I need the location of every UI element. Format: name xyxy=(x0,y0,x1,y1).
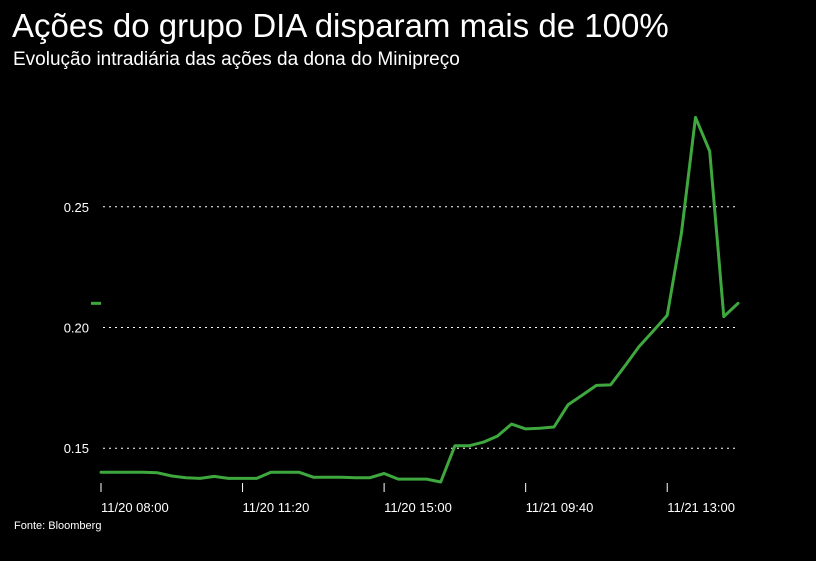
data-point xyxy=(255,477,258,480)
y-axis-ticks: 0.15 0.20 0.25 xyxy=(64,200,89,456)
data-point xyxy=(241,477,244,480)
data-point xyxy=(680,232,683,235)
data-point xyxy=(623,364,626,368)
y-tick-label: 0.15 xyxy=(64,441,89,456)
data-point xyxy=(113,471,117,474)
data-point xyxy=(524,427,527,431)
data-point xyxy=(736,302,740,305)
data-point xyxy=(142,471,145,474)
data-point xyxy=(439,480,442,484)
data-point xyxy=(510,422,513,426)
data-point xyxy=(382,472,386,475)
data-point xyxy=(128,471,131,474)
data-point xyxy=(227,477,230,480)
data-point xyxy=(482,440,485,444)
data-point xyxy=(453,444,457,447)
data-point xyxy=(326,475,329,479)
data-point xyxy=(312,475,315,479)
x-tick-label: 11/21 13:00 xyxy=(667,500,735,515)
y-tick-label: 0.25 xyxy=(64,200,89,215)
data-point xyxy=(198,477,202,480)
data-point xyxy=(283,471,287,474)
data-point xyxy=(368,476,372,479)
series-line xyxy=(99,115,740,484)
x-tick-label: 11/21 09:40 xyxy=(526,500,594,515)
data-point xyxy=(496,434,499,438)
data-point xyxy=(552,425,556,429)
x-tick-label: 11/20 08:00 xyxy=(101,500,169,515)
series-layer xyxy=(99,115,740,484)
data-point xyxy=(425,477,428,481)
data-point xyxy=(340,475,343,479)
data-point xyxy=(156,471,159,475)
data-point xyxy=(722,315,726,318)
x-tick-label: 11/20 11:20 xyxy=(243,500,310,515)
data-point xyxy=(609,383,612,387)
data-point xyxy=(467,444,471,447)
data-point xyxy=(666,314,669,317)
data-point xyxy=(694,116,697,119)
data-point xyxy=(538,426,542,430)
data-point xyxy=(297,471,301,474)
data-point xyxy=(213,475,216,478)
x-axis-ticks: 11/20 08:00 11/20 11:20 11/20 15:00 11/21 0… xyxy=(100,483,735,515)
data-point xyxy=(651,329,655,333)
data-point xyxy=(170,474,173,478)
data-point xyxy=(581,393,584,397)
gridlines xyxy=(103,206,738,449)
data-point xyxy=(354,476,357,479)
data-point xyxy=(708,150,711,153)
data-point xyxy=(566,403,570,406)
y-tick-label: 0.20 xyxy=(64,320,89,335)
data-point xyxy=(595,384,598,387)
x-tick-label: 11/20 15:00 xyxy=(384,500,452,515)
data-point xyxy=(637,345,641,348)
chart-subtitle: Evolução intradiária das ações da dona d… xyxy=(13,49,460,70)
data-point xyxy=(397,477,400,481)
source-note: Fonte: Bloomberg xyxy=(14,520,102,532)
data-point xyxy=(184,476,188,479)
data-point xyxy=(411,477,414,481)
data-point xyxy=(99,471,103,474)
chart-title: Ações do grupo DIA disparam mais de 100% xyxy=(12,7,669,44)
data-point xyxy=(269,471,273,474)
